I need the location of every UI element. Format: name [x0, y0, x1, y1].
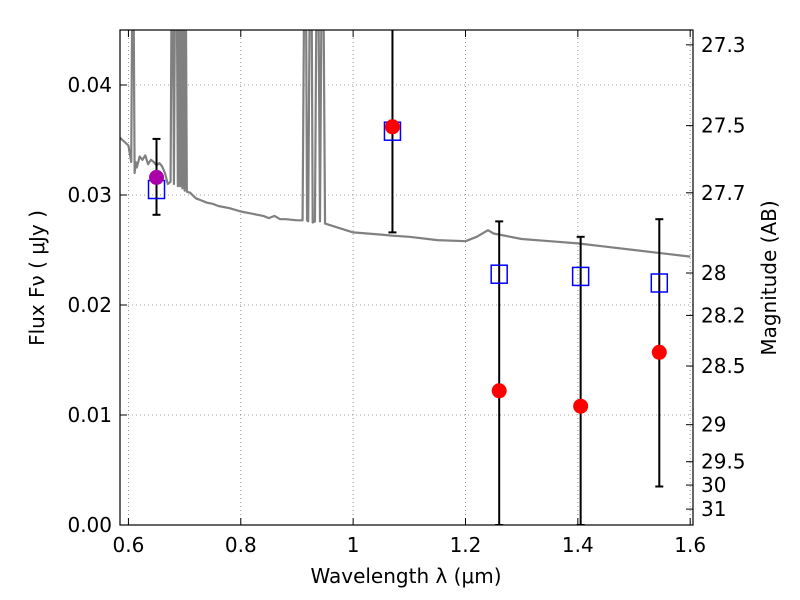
y2-axis-label: Magnitude (AB) [757, 200, 781, 355]
mag-tick-label: 29.5 [701, 450, 746, 474]
observed-point [149, 169, 165, 185]
x-tick-label: 1.6 [674, 533, 706, 557]
y-tick-label: 0.01 [67, 403, 112, 427]
mag-tick-label: 28.2 [701, 303, 746, 327]
model-point [571, 266, 590, 287]
tick-labels: 0.6 0.8 1 1.2 1.4 1.6 0.00 0.01 0.02 0.03 0.04 27.3… [67, 33, 745, 557]
mag-tick-label: 28 [701, 261, 726, 285]
mag-tick-label: 29 [701, 413, 726, 437]
y-tick-label: 0.00 [67, 513, 112, 537]
plot-area [120, 30, 691, 525]
mag-tick-label: 27.7 [701, 181, 746, 205]
x-tick-label: 1.2 [450, 533, 482, 557]
model-point [650, 273, 669, 293]
errorbars [152, 30, 664, 525]
model-point [490, 264, 508, 284]
x-axis-label: Wavelength λ (μm) [310, 564, 501, 588]
observed-point [384, 119, 400, 135]
x-tick-label: 0.6 [113, 533, 145, 557]
observed-point [491, 383, 507, 399]
ticks [120, 30, 693, 526]
plot-frame [119, 29, 694, 526]
mag-tick-label: 31 [701, 497, 726, 521]
grid-lines [120, 30, 693, 526]
y-axis-label: Flux Fν ( μJy ) [25, 210, 49, 346]
mag-tick-label: 27.3 [701, 33, 746, 57]
x-tick-label: 1.4 [562, 533, 594, 557]
observed-point [651, 344, 667, 360]
mag-tick-label: 28.5 [701, 354, 746, 378]
mag-tick-label: 30 [701, 473, 726, 497]
y-tick-label: 0.03 [67, 183, 112, 207]
mag-tick-label: 27.5 [701, 114, 746, 138]
y-tick-label: 0.02 [67, 293, 112, 317]
x-tick-label: 1 [347, 533, 360, 557]
template-series [120, 30, 691, 258]
template-spectrum-line [120, 30, 691, 258]
observed-point [573, 398, 589, 414]
y-tick-label: 0.04 [67, 73, 112, 97]
observed-markers [149, 119, 667, 414]
x-tick-label: 0.8 [225, 533, 257, 557]
